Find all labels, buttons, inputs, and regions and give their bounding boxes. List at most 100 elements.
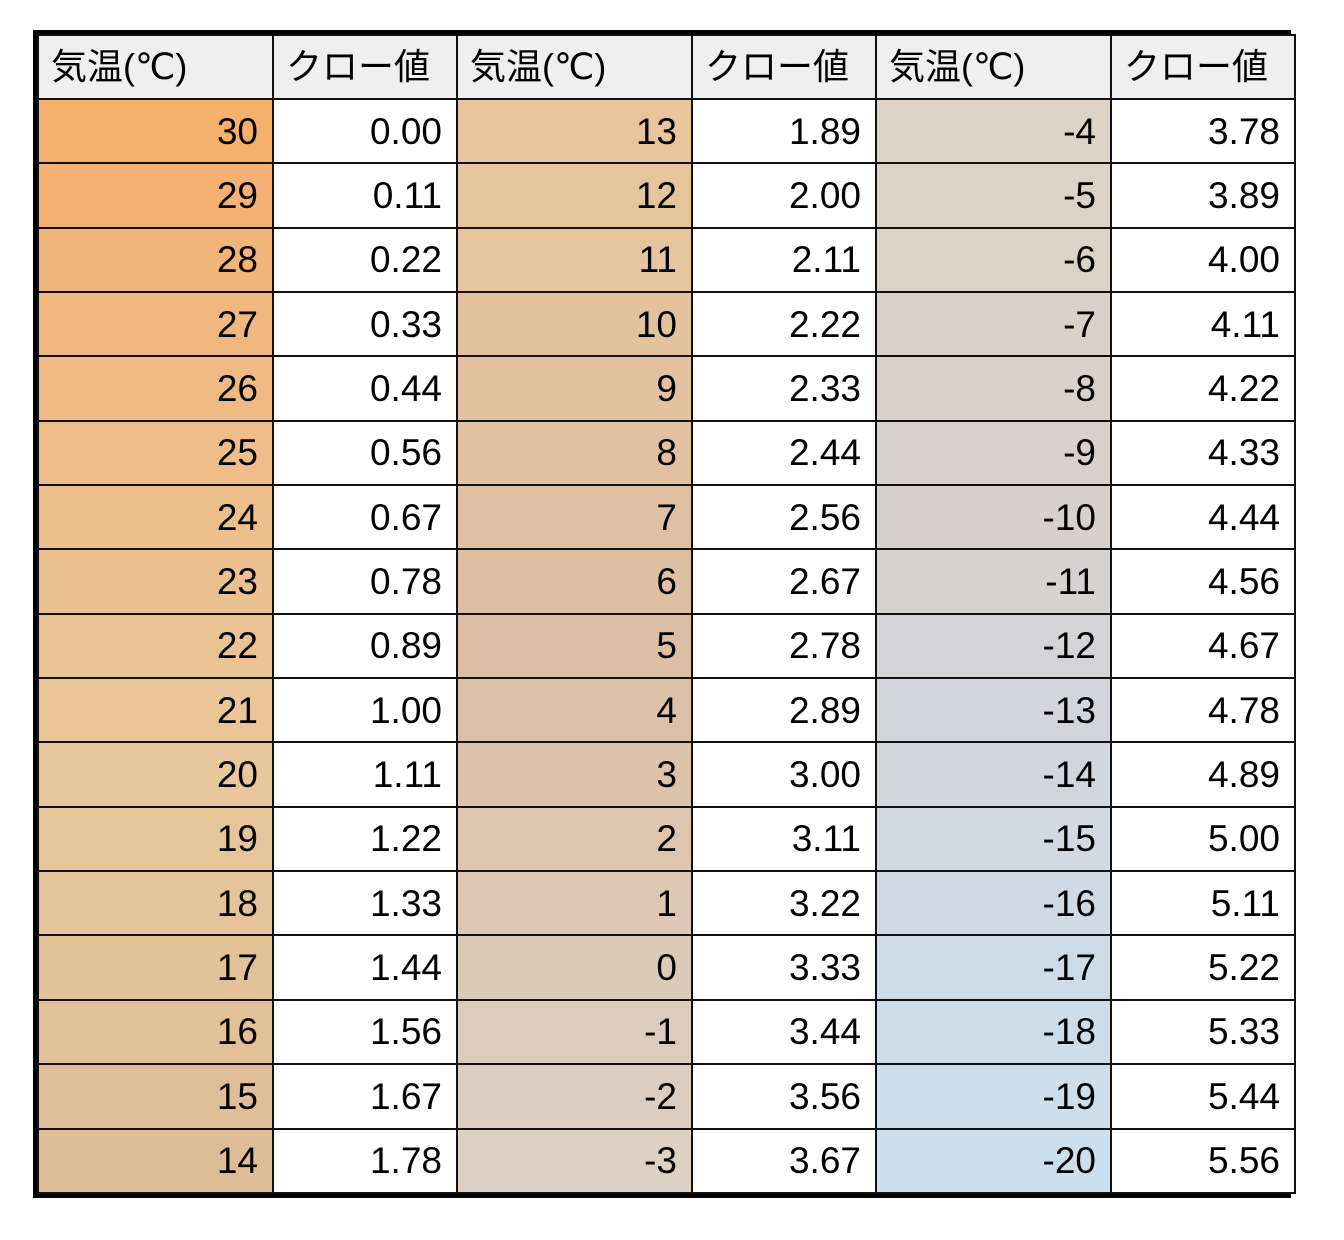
temperature-cell-temperature-2: 11 <box>456 226 693 294</box>
temperature-cell-temperature-3: -19 <box>875 1063 1112 1130</box>
table-row: 26 0.44 9 2.33 -8 4.22 <box>37 355 1296 422</box>
clo-value-table-container: 気温(℃) クロー値 気温(℃) クロー値 気温(℃) クロー値 30 0.00 1… <box>33 30 1296 1198</box>
clo-value-cell-clo-value-2: 3.11 <box>691 805 877 873</box>
temperature-cell-temperature-2: -3 <box>456 1127 693 1194</box>
temperature-cell-temperature-1: 14 <box>37 1127 274 1194</box>
clo-value-cell-clo-value-3: 4.78 <box>1110 677 1296 744</box>
temperature-cell-temperature-3: -9 <box>875 419 1112 487</box>
temperature-cell-temperature-1: 16 <box>37 998 274 1066</box>
clo-value-cell-clo-value-3: 5.00 <box>1110 805 1296 873</box>
clo-value-cell-clo-value-2: 3.56 <box>691 1063 877 1130</box>
clo-value-cell-clo-value-2: 3.67 <box>691 1127 877 1194</box>
column-header-temperature-3: 気温(℃) <box>875 34 1112 100</box>
clo-value-cell-clo-value-1: 1.11 <box>272 741 458 808</box>
temperature-cell-temperature-3: -5 <box>875 162 1112 229</box>
temperature-cell-temperature-2: 9 <box>456 355 693 422</box>
temperature-cell-temperature-2: 0 <box>456 934 693 1001</box>
temperature-cell-temperature-3: -8 <box>875 355 1112 422</box>
temperature-cell-temperature-3: -11 <box>875 548 1112 615</box>
clo-value-cell-clo-value-1: 0.33 <box>272 291 458 358</box>
clo-value-cell-clo-value-3: 4.22 <box>1110 355 1296 422</box>
clo-value-cell-clo-value-1: 0.11 <box>272 162 458 229</box>
table-header: 気温(℃) クロー値 気温(℃) クロー値 気温(℃) クロー値 <box>37 34 1296 100</box>
temperature-cell-temperature-1: 26 <box>37 355 274 422</box>
clo-value-cell-clo-value-1: 1.78 <box>272 1127 458 1194</box>
temperature-cell-temperature-1: 17 <box>37 934 274 1001</box>
clo-value-cell-clo-value-2: 3.22 <box>691 870 877 937</box>
temperature-cell-temperature-1: 27 <box>37 291 274 358</box>
table-row: 19 1.22 2 3.11 -15 5.00 <box>37 805 1296 873</box>
column-header-clo-value-1: クロー値 <box>272 34 458 100</box>
table-row: 21 1.00 4 2.89 -13 4.78 <box>37 677 1296 744</box>
clo-value-cell-clo-value-1: 0.78 <box>272 548 458 615</box>
temperature-cell-temperature-1: 25 <box>37 419 274 487</box>
clo-value-cell-clo-value-1: 0.00 <box>272 97 458 165</box>
clo-value-cell-clo-value-3: 4.00 <box>1110 226 1296 294</box>
clo-value-cell-clo-value-3: 3.78 <box>1110 97 1296 165</box>
temperature-cell-temperature-2: -1 <box>456 998 693 1066</box>
clo-value-cell-clo-value-2: 1.89 <box>691 97 877 165</box>
temperature-cell-temperature-1: 28 <box>37 226 274 294</box>
clo-value-cell-clo-value-3: 4.67 <box>1110 612 1296 680</box>
temperature-cell-temperature-2: 1 <box>456 870 693 937</box>
table-body: 30 0.00 13 1.89 -4 3.78 29 0.11 12 2.00 -5 3.89 28 0.… <box>37 97 1296 1194</box>
clo-value-cell-clo-value-2: 3.44 <box>691 998 877 1066</box>
table-row: 23 0.78 6 2.67 -11 4.56 <box>37 548 1296 615</box>
clo-value-cell-clo-value-1: 0.89 <box>272 612 458 680</box>
temperature-cell-temperature-2: 13 <box>456 97 693 165</box>
column-header-temperature-2: 気温(℃) <box>456 34 693 100</box>
clo-value-cell-clo-value-1: 0.44 <box>272 355 458 422</box>
temperature-cell-temperature-1: 29 <box>37 162 274 229</box>
clo-value-cell-clo-value-2: 3.00 <box>691 741 877 808</box>
table-row: 18 1.33 1 3.22 -16 5.11 <box>37 870 1296 937</box>
clo-value-cell-clo-value-3: 5.56 <box>1110 1127 1296 1194</box>
clo-value-cell-clo-value-2: 2.11 <box>691 226 877 294</box>
temperature-cell-temperature-2: 8 <box>456 419 693 487</box>
temperature-cell-temperature-1: 15 <box>37 1063 274 1130</box>
clo-value-cell-clo-value-2: 2.78 <box>691 612 877 680</box>
clo-value-cell-clo-value-3: 4.44 <box>1110 484 1296 551</box>
temperature-cell-temperature-1: 23 <box>37 548 274 615</box>
temperature-cell-temperature-2: 5 <box>456 612 693 680</box>
clo-value-table: 気温(℃) クロー値 気温(℃) クロー値 気温(℃) クロー値 30 0.00 1… <box>37 34 1296 1194</box>
clo-value-cell-clo-value-3: 3.89 <box>1110 162 1296 229</box>
clo-value-cell-clo-value-3: 4.11 <box>1110 291 1296 358</box>
clo-value-cell-clo-value-1: 0.67 <box>272 484 458 551</box>
clo-value-cell-clo-value-2: 2.44 <box>691 419 877 487</box>
clo-value-cell-clo-value-1: 1.44 <box>272 934 458 1001</box>
clo-value-cell-clo-value-3: 5.33 <box>1110 998 1296 1066</box>
clo-value-cell-clo-value-3: 5.44 <box>1110 1063 1296 1130</box>
temperature-cell-temperature-2: 12 <box>456 162 693 229</box>
clo-value-cell-clo-value-3: 4.33 <box>1110 419 1296 487</box>
temperature-cell-temperature-2: 4 <box>456 677 693 744</box>
table-row: 16 1.56 -1 3.44 -18 5.33 <box>37 998 1296 1066</box>
table-row: 22 0.89 5 2.78 -12 4.67 <box>37 612 1296 680</box>
clo-value-cell-clo-value-2: 2.67 <box>691 548 877 615</box>
table-row: 27 0.33 10 2.22 -7 4.11 <box>37 291 1296 358</box>
temperature-cell-temperature-2: 2 <box>456 805 693 873</box>
temperature-cell-temperature-3: -7 <box>875 291 1112 358</box>
clo-value-cell-clo-value-2: 2.89 <box>691 677 877 744</box>
temperature-cell-temperature-1: 20 <box>37 741 274 808</box>
temperature-cell-temperature-3: -15 <box>875 805 1112 873</box>
clo-value-cell-clo-value-3: 5.22 <box>1110 934 1296 1001</box>
temperature-cell-temperature-1: 30 <box>37 97 274 165</box>
column-header-clo-value-3: クロー値 <box>1110 34 1296 100</box>
temperature-cell-temperature-3: -17 <box>875 934 1112 1001</box>
temperature-cell-temperature-3: -20 <box>875 1127 1112 1194</box>
temperature-cell-temperature-2: 10 <box>456 291 693 358</box>
clo-value-cell-clo-value-1: 1.67 <box>272 1063 458 1130</box>
temperature-cell-temperature-3: -6 <box>875 226 1112 294</box>
temperature-cell-temperature-3: -14 <box>875 741 1112 808</box>
temperature-cell-temperature-3: -12 <box>875 612 1112 680</box>
temperature-cell-temperature-2: 6 <box>456 548 693 615</box>
clo-value-cell-clo-value-3: 4.56 <box>1110 548 1296 615</box>
temperature-cell-temperature-3: -16 <box>875 870 1112 937</box>
table-row: 28 0.22 11 2.11 -6 4.00 <box>37 226 1296 294</box>
temperature-cell-temperature-1: 22 <box>37 612 274 680</box>
temperature-cell-temperature-1: 18 <box>37 870 274 937</box>
column-header-clo-value-2: クロー値 <box>691 34 877 100</box>
table-row: 24 0.67 7 2.56 -10 4.44 <box>37 484 1296 551</box>
table-header-row: 気温(℃) クロー値 気温(℃) クロー値 気温(℃) クロー値 <box>37 34 1296 100</box>
temperature-cell-temperature-3: -18 <box>875 998 1112 1066</box>
